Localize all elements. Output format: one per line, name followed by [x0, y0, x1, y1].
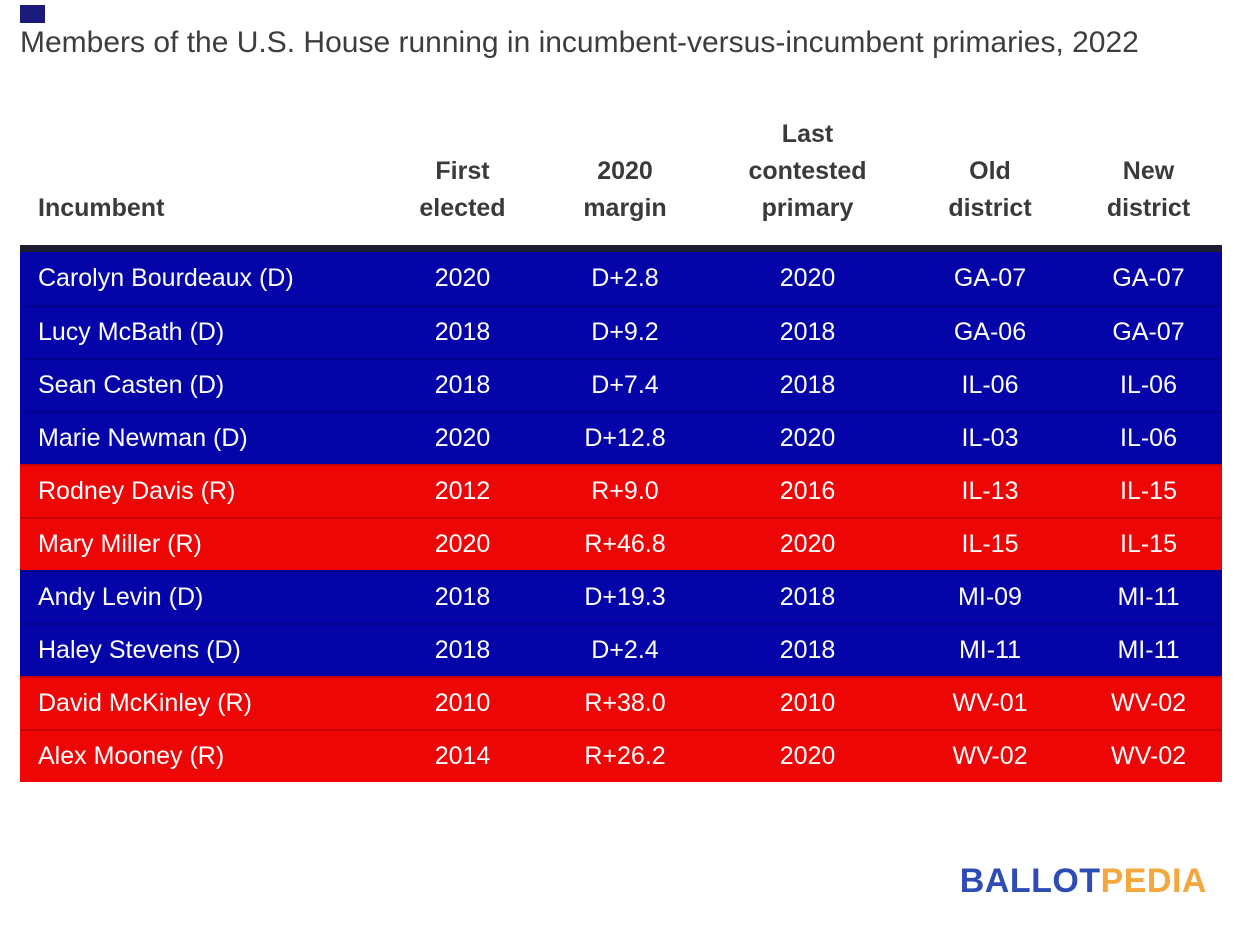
cell-margin: R+46.8 — [584, 530, 666, 558]
cell-old-district: MI-11 — [958, 636, 1022, 664]
table-header-row: Incumbent First elected 2020 margin Last… — [20, 116, 1222, 227]
cell-last-primary: 2020 — [779, 424, 836, 452]
cell-margin: R+26.2 — [584, 742, 666, 770]
corner-square-mark — [20, 5, 45, 23]
cell-last-primary: 2016 — [779, 477, 836, 505]
cell-incumbent: Lucy McBath (D) — [38, 318, 225, 346]
cell-old-district: GA-06 — [953, 318, 1027, 346]
cell-old-district: GA-07 — [953, 264, 1027, 292]
cell-margin: R+38.0 — [584, 689, 666, 717]
cell-incumbent: Carolyn Bourdeaux (D) — [38, 264, 294, 292]
cell-last-primary: 2018 — [779, 583, 836, 611]
cell-first-elected: 2014 — [434, 742, 491, 770]
table-row: Rodney Davis (R) 2012 R+9.0 2016 IL-13 IL-15 — [20, 464, 1222, 517]
cell-new-district: MI-11 — [1117, 636, 1180, 664]
cell-first-elected: 2020 — [434, 264, 491, 292]
cell-margin: D+2.8 — [591, 264, 659, 292]
cell-old-district: IL-15 — [961, 530, 1019, 558]
column-header-last-contested-primary: Last contested primary — [748, 120, 867, 222]
cell-incumbent: David McKinley (R) — [38, 689, 252, 717]
cell-new-district: WV-02 — [1110, 689, 1187, 717]
cell-last-primary: 2020 — [779, 530, 836, 558]
cell-first-elected: 2018 — [434, 318, 491, 346]
cell-margin: D+12.8 — [584, 424, 666, 452]
cell-incumbent: Marie Newman (D) — [38, 424, 248, 452]
logo-pedia-text: PEDIA — [1100, 862, 1207, 900]
table-row: Sean Casten (D) 2018 D+7.4 2018 IL-06 IL-06 — [20, 358, 1222, 411]
cell-old-district: IL-06 — [961, 371, 1019, 399]
cell-incumbent: Rodney Davis (R) — [38, 477, 236, 505]
cell-margin: D+2.4 — [591, 636, 659, 664]
cell-last-primary: 2010 — [779, 689, 836, 717]
chart-title: Members of the U.S. House running in inc… — [20, 26, 1139, 59]
cell-old-district: WV-01 — [952, 689, 1028, 717]
cell-margin: D+19.3 — [584, 583, 666, 611]
column-header-first-elected: First elected — [419, 157, 506, 222]
cell-old-district: MI-09 — [958, 583, 1022, 611]
cell-incumbent: Alex Mooney (R) — [38, 742, 225, 770]
cell-new-district: IL-15 — [1120, 530, 1177, 558]
table-row: David McKinley (R) 2010 R+38.0 2010 WV-01 WV-… — [20, 676, 1222, 729]
cell-margin: R+9.0 — [591, 477, 659, 505]
cell-new-district: WV-02 — [1110, 742, 1187, 770]
cell-first-elected: 2012 — [434, 477, 491, 505]
column-header-incumbent: Incumbent — [38, 194, 165, 222]
cell-first-elected: 2018 — [434, 583, 491, 611]
table-row: Mary Miller (R) 2020 R+46.8 2020 IL-15 IL-15 — [20, 517, 1222, 570]
cell-incumbent: Haley Stevens (D) — [38, 636, 241, 664]
cell-last-primary: 2018 — [779, 371, 836, 399]
table-row: Marie Newman (D) 2020 D+12.8 2020 IL-03 IL-06 — [20, 411, 1222, 464]
cell-first-elected: 2018 — [434, 636, 491, 664]
table-row: Alex Mooney (R) 2014 R+26.2 2020 WV-02 WV-02 — [20, 729, 1222, 782]
cell-incumbent: Mary Miller (R) — [38, 530, 202, 558]
table-row: Carolyn Bourdeaux (D) 2020 D+2.8 2020 GA-07 G… — [20, 252, 1222, 305]
cell-new-district: GA-07 — [1112, 318, 1185, 346]
cell-new-district: GA-07 — [1112, 264, 1185, 292]
table-body: Carolyn Bourdeaux (D) 2020 D+2.8 2020 GA-07 G… — [20, 245, 1222, 782]
cell-last-primary: 2020 — [779, 742, 836, 770]
cell-last-primary: 2020 — [779, 264, 836, 292]
cell-new-district: MI-11 — [1117, 583, 1180, 611]
cell-margin: D+9.2 — [591, 318, 659, 346]
cell-new-district: IL-15 — [1120, 477, 1177, 505]
column-header-old-district: Old district — [948, 157, 1032, 222]
incumbent-table: Incumbent First elected 2020 margin Last… — [20, 116, 1222, 782]
cell-first-elected: 2010 — [434, 689, 491, 717]
cell-incumbent: Andy Levin (D) — [38, 583, 204, 611]
cell-first-elected: 2020 — [434, 530, 491, 558]
cell-old-district: IL-13 — [961, 477, 1019, 505]
cell-first-elected: 2018 — [434, 371, 491, 399]
column-header-2020-margin: 2020 margin — [583, 157, 667, 222]
cell-first-elected: 2020 — [434, 424, 491, 452]
column-header-new-district: New district — [1106, 157, 1191, 222]
ballotpedia-logo: BALLOTPEDIA — [960, 862, 1207, 901]
cell-last-primary: 2018 — [779, 636, 836, 664]
cell-new-district: IL-06 — [1120, 424, 1177, 452]
cell-last-primary: 2018 — [779, 318, 836, 346]
cell-margin: D+7.4 — [591, 371, 659, 399]
cell-old-district: IL-03 — [961, 424, 1019, 452]
table-row: Andy Levin (D) 2018 D+19.3 2018 MI-09 MI-11 — [20, 570, 1222, 623]
cell-incumbent: Sean Casten (D) — [38, 371, 225, 399]
cell-old-district: WV-02 — [952, 742, 1028, 770]
cell-new-district: IL-06 — [1120, 371, 1177, 399]
logo-ballot-text: BALLOT — [959, 862, 1101, 900]
table-row: Lucy McBath (D) 2018 D+9.2 2018 GA-06 GA-07 — [20, 305, 1222, 358]
table-row: Haley Stevens (D) 2018 D+2.4 2018 MI-11 MI-11 — [20, 623, 1222, 676]
